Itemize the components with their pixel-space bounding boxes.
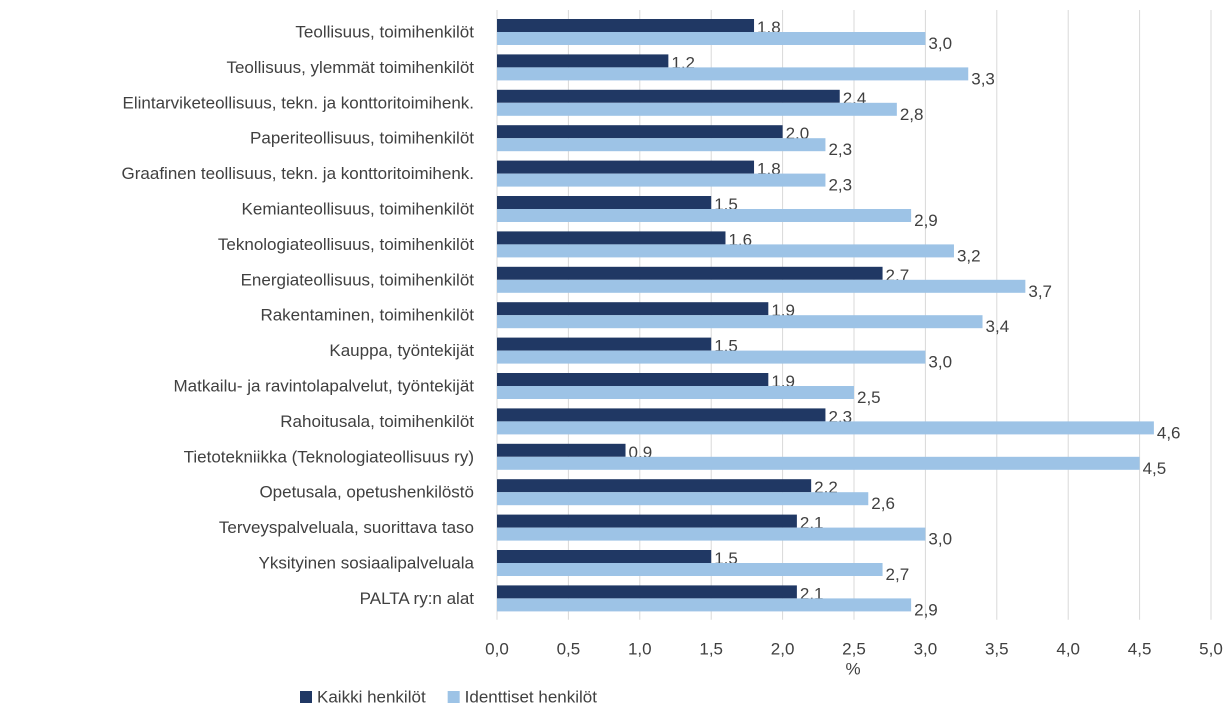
x-tick-label: 4,5 <box>1128 639 1152 658</box>
y-tick-label: Graafinen teollisuus, tekn. ja konttorit… <box>122 164 474 183</box>
x-tick-label: 3,5 <box>985 639 1009 658</box>
y-tick-label: Kemianteollisuus, toimihenkilöt <box>242 199 475 218</box>
bar <box>497 337 712 351</box>
x-tick-label: 4,0 <box>1056 639 1080 658</box>
x-tick-label: 0,0 <box>485 639 509 658</box>
bar <box>497 514 797 528</box>
bar <box>497 350 926 364</box>
x-tick-label: 1,5 <box>699 639 723 658</box>
bar <box>497 563 883 576</box>
y-tick-label: Teollisuus, toimihenkilöt <box>295 22 474 41</box>
x-tick-label: 2,5 <box>842 639 866 658</box>
data-label: 3,0 <box>928 353 952 372</box>
bar <box>497 54 669 68</box>
y-tick-label: Elintarviketeollisuus, tekn. ja konttori… <box>123 93 475 112</box>
x-tick-label: 2,0 <box>771 639 795 658</box>
bar <box>497 527 926 541</box>
data-label: 2,3 <box>828 176 852 195</box>
data-label: 2,5 <box>857 388 881 407</box>
bar <box>497 89 840 103</box>
y-tick-label: PALTA ry:n alat <box>360 589 475 608</box>
data-label: 3,4 <box>986 317 1010 336</box>
y-tick-label: Energiateollisuus, toimihenkilöt <box>241 270 475 289</box>
bar <box>497 209 912 222</box>
data-label: 3,3 <box>971 69 995 88</box>
legend-label: Kaikki henkilöt <box>317 687 426 706</box>
bar <box>497 160 755 174</box>
y-tick-label: Tietotekniikka (Teknologiateollisuus ry) <box>184 447 474 466</box>
y-tick-label: Teknologiateollisuus, toimihenkilöt <box>218 235 474 254</box>
data-label: 2,8 <box>900 105 924 124</box>
data-label: 4,6 <box>1157 423 1181 442</box>
bar <box>497 585 797 599</box>
bar <box>497 443 626 457</box>
x-tick-label: 5,0 <box>1199 639 1223 658</box>
x-tick-label: 0,5 <box>557 639 581 658</box>
legend-swatch <box>300 691 312 703</box>
bar <box>497 19 755 32</box>
y-tick-label: Teollisuus, ylemmät toimihenkilöt <box>226 58 474 77</box>
y-tick-label: Yksityinen sosiaalipalveluala <box>259 553 475 572</box>
legend-label: Identtiset henkilöt <box>465 687 598 706</box>
y-tick-label: Paperiteollisuus, toimihenkilöt <box>250 129 474 148</box>
data-label: 4,5 <box>1143 459 1167 478</box>
bar <box>497 479 812 493</box>
bar <box>497 386 854 399</box>
bar <box>497 492 869 506</box>
data-label: 3,7 <box>1028 282 1052 301</box>
bar <box>497 196 712 209</box>
bar <box>497 421 1154 435</box>
bar <box>497 231 726 245</box>
bar <box>497 67 969 81</box>
data-label: 3,0 <box>928 34 952 53</box>
y-tick-label: Opetusala, opetushenkilöstö <box>259 483 474 502</box>
y-tick-label: Terveyspalveluala, suorittava taso <box>219 518 474 537</box>
bar <box>497 456 1140 470</box>
bar <box>497 32 926 45</box>
y-tick-label: Rakentaminen, toimihenkilöt <box>260 306 474 325</box>
bar <box>497 125 783 139</box>
data-label: 2,9 <box>914 600 938 619</box>
x-axis-label: % <box>845 659 860 678</box>
x-tick-label: 3,0 <box>914 639 938 658</box>
data-label: 2,6 <box>871 494 895 513</box>
bar <box>497 279 1026 293</box>
y-tick-label: Matkailu- ja ravintolapalvelut, työnteki… <box>174 376 475 395</box>
bar <box>497 138 826 152</box>
data-label: 3,0 <box>928 530 952 549</box>
data-label: 2,3 <box>828 140 852 159</box>
y-tick-label: Rahoitusala, toimihenkilöt <box>280 412 474 431</box>
bar <box>497 373 769 386</box>
bar <box>497 302 769 316</box>
data-label: 3,2 <box>957 246 981 265</box>
bar <box>497 315 983 329</box>
bar <box>497 408 826 422</box>
data-label: 2,7 <box>886 565 910 584</box>
bar <box>497 550 712 563</box>
bar <box>497 266 883 280</box>
x-tick-label: 1,0 <box>628 639 652 658</box>
bar <box>497 598 912 612</box>
legend-swatch <box>447 691 460 703</box>
bar <box>497 102 897 116</box>
bar <box>497 244 954 258</box>
bar <box>497 173 826 187</box>
data-label: 2,9 <box>914 211 938 230</box>
y-tick-label: Kauppa, työntekijät <box>329 341 474 360</box>
